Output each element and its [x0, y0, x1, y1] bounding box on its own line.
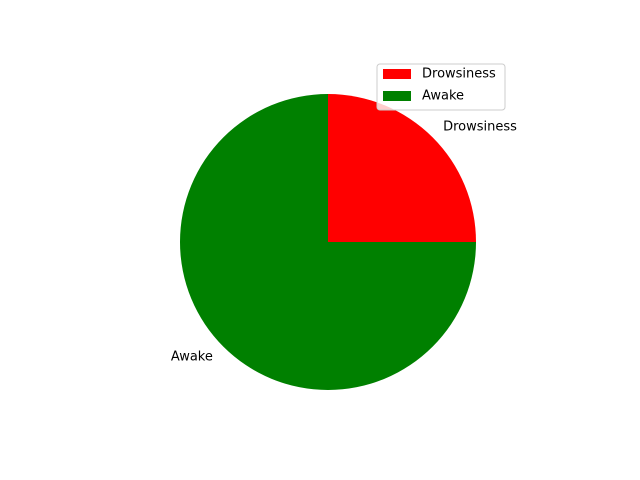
pie-slice-drowsiness: [328, 94, 476, 242]
pie-slices: [180, 94, 476, 390]
legend-label-awake: Awake: [422, 89, 464, 104]
legend-entries: Drowsiness Awake: [383, 67, 496, 104]
slice-label-awake: Awake: [171, 350, 213, 365]
legend: Drowsiness Awake: [376, 63, 506, 111]
legend-swatch-drowsiness: [383, 69, 411, 79]
slice-label-drowsiness: Drowsiness: [443, 119, 517, 134]
pie-slice-labels: Drowsiness Awake: [171, 119, 517, 364]
pie-slice-awake: [180, 94, 476, 390]
legend-swatch-awake: [383, 91, 411, 101]
legend-label-drowsiness: Drowsiness: [422, 67, 496, 82]
